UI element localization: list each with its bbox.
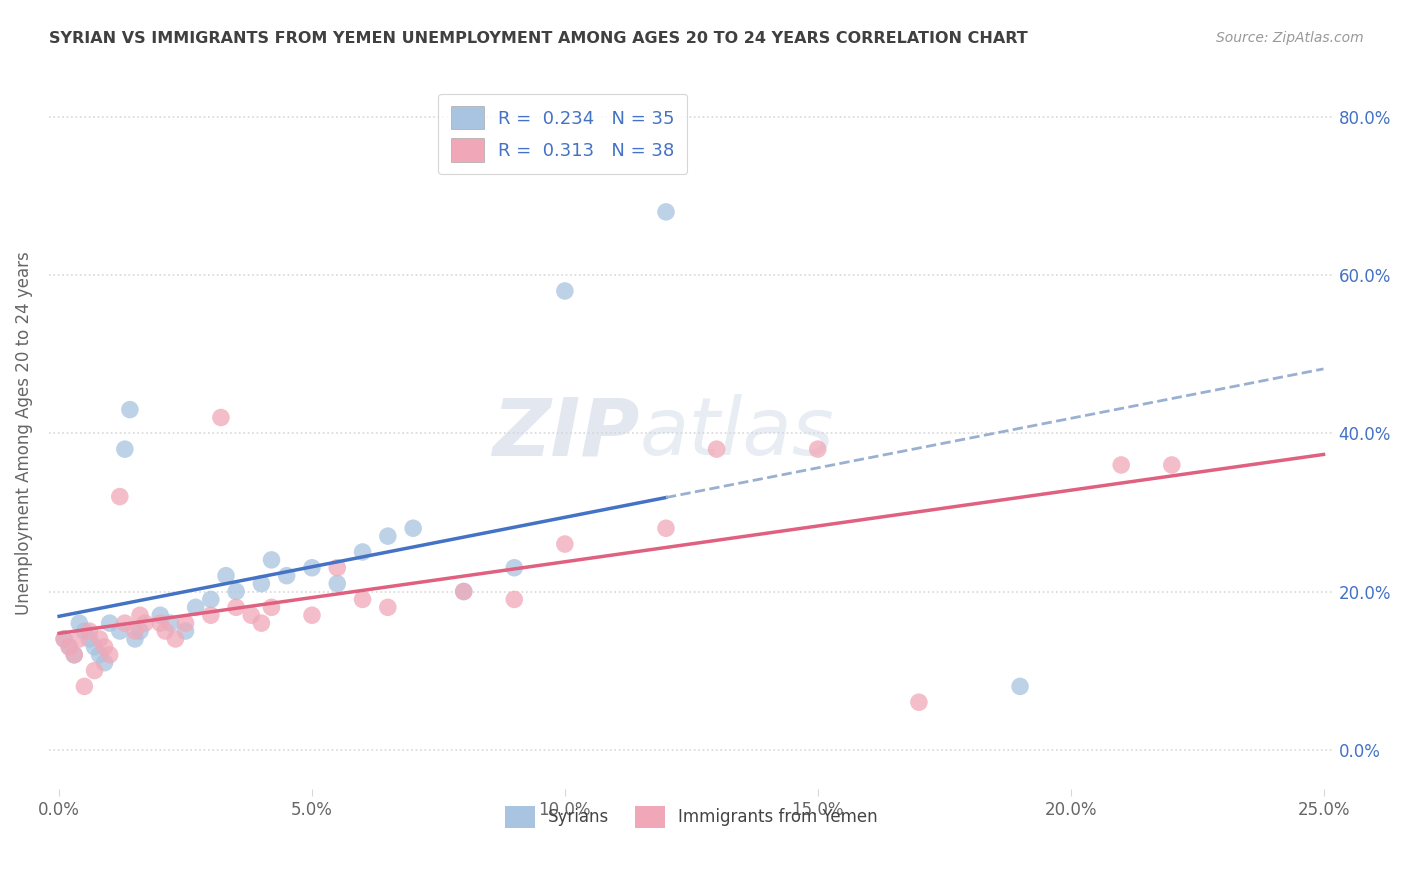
Point (108, 490, 131, 504)
Point (807, 442, 830, 457)
Point (63, 648, 86, 662)
Point (129, 624, 152, 638)
Point (377, 529, 399, 543)
Point (301, 561, 323, 575)
Point (554, 284, 576, 298)
Point (276, 568, 298, 582)
Point (67, 616, 90, 631)
Point (149, 616, 172, 631)
Text: SYRIAN VS IMMIGRANTS FROM YEMEN UNEMPLOYMENT AMONG AGES 20 TO 24 YEARS CORRELATI: SYRIAN VS IMMIGRANTS FROM YEMEN UNEMPLOY… (49, 31, 1028, 46)
Point (655, 521, 678, 535)
Point (503, 592, 526, 607)
Point (402, 521, 425, 535)
Point (1109, 458, 1132, 472)
Point (655, 205, 678, 219)
Point (118, 402, 141, 417)
Point (98, 648, 121, 662)
Point (129, 608, 152, 623)
Point (114, 616, 136, 631)
Point (165, 632, 187, 646)
Point (155, 624, 177, 638)
Point (453, 584, 475, 599)
Point (503, 561, 526, 575)
Point (240, 608, 263, 623)
Point (58, 640, 80, 654)
Point (114, 442, 136, 457)
Point (67, 632, 90, 646)
Legend: Syrians, Immigrants from Yemen: Syrians, Immigrants from Yemen (498, 799, 884, 834)
Point (159, 616, 181, 631)
Point (326, 561, 349, 575)
Point (225, 584, 247, 599)
Point (250, 576, 273, 591)
Point (260, 600, 283, 615)
Point (134, 616, 156, 631)
Point (108, 624, 131, 638)
Point (83, 664, 105, 678)
Point (209, 410, 232, 425)
Point (89, 648, 111, 662)
Point (1160, 458, 1182, 472)
Point (706, 442, 728, 457)
Point (352, 592, 374, 607)
Point (73, 680, 96, 694)
Point (174, 624, 197, 638)
Point (79, 624, 101, 638)
Point (174, 616, 197, 631)
Point (1010, 680, 1032, 694)
Point (215, 568, 238, 582)
Point (554, 537, 576, 551)
Text: atlas: atlas (640, 394, 835, 473)
Point (83, 640, 105, 654)
Text: ZIP: ZIP (492, 394, 640, 473)
Point (124, 624, 146, 638)
Point (453, 584, 475, 599)
Y-axis label: Unemployment Among Ages 20 to 24 years: Unemployment Among Ages 20 to 24 years (15, 252, 32, 615)
Point (225, 600, 247, 615)
Point (58, 640, 80, 654)
Point (301, 608, 323, 623)
Point (73, 624, 96, 638)
Point (149, 608, 172, 623)
Point (63, 648, 86, 662)
Point (260, 553, 283, 567)
Point (250, 616, 273, 631)
Point (53, 632, 76, 646)
Point (53, 632, 76, 646)
Point (184, 600, 207, 615)
Point (352, 545, 374, 559)
Point (200, 608, 222, 623)
Point (98, 616, 121, 631)
Point (93, 656, 115, 670)
Point (79, 632, 101, 646)
Point (89, 632, 111, 646)
Point (908, 695, 931, 709)
Text: Source: ZipAtlas.com: Source: ZipAtlas.com (1216, 31, 1364, 45)
Point (200, 592, 222, 607)
Point (124, 632, 146, 646)
Point (93, 640, 115, 654)
Point (326, 576, 349, 591)
Point (377, 600, 399, 615)
